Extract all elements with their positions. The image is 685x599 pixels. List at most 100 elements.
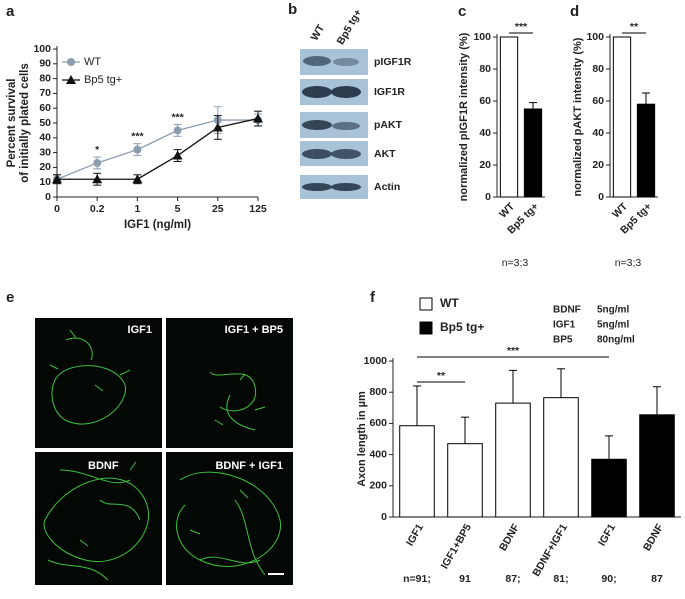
panel-label: e [6, 289, 14, 306]
x-tick-label: 125 [249, 203, 267, 215]
y-tick-label: 0 [485, 191, 491, 203]
y-tick-label: 0 [45, 191, 51, 203]
bar [399, 425, 435, 518]
series-line [57, 117, 259, 180]
significance: ** [630, 21, 639, 33]
x-tick-label: 1 [134, 203, 140, 215]
y-tick-label: 100 [586, 31, 604, 43]
blot-band [303, 56, 331, 66]
sample-size: n=91; [403, 573, 431, 585]
x-tick-label: BDNF [497, 521, 522, 553]
legend-swatch [419, 297, 433, 311]
marker [172, 150, 183, 160]
blot-row-label: AKT [374, 148, 396, 160]
x-tick-label: 0.2 [90, 203, 105, 215]
sample-size: 87; [505, 573, 520, 585]
panel-label: d [570, 3, 579, 20]
image-label: IGF1 [128, 324, 152, 336]
sample-size: n=3;3 [502, 257, 529, 269]
y-tick-label: 100 [33, 43, 51, 55]
blot-band [302, 183, 332, 191]
y-tick-label: 200 [369, 480, 387, 492]
y-tick-label: 40 [39, 132, 51, 144]
significance: *** [131, 131, 144, 143]
significance: *** [171, 111, 184, 123]
image-label: BDNF [88, 460, 119, 472]
y-tick-label: 20 [592, 159, 604, 171]
x-tick-label: IGF1 [596, 522, 618, 548]
blot-band [302, 120, 332, 130]
x-tick-label: IGF1 [404, 522, 426, 548]
y-tick-label: 0 [381, 511, 387, 523]
y-tick-label: 80 [479, 63, 491, 75]
y-tick-label: 90 [39, 58, 51, 70]
condition-label: 80ng/ml [597, 335, 635, 346]
y-tick-label: 1000 [364, 355, 388, 367]
legend-marker [67, 58, 75, 66]
legend-label: WT [440, 296, 459, 310]
micrograph [35, 318, 162, 448]
y-tick-label: 20 [39, 161, 51, 173]
legend-label: Bp5 tg+ [84, 74, 122, 86]
panel-label: f [370, 289, 376, 306]
x-tick-label: BDNF [641, 521, 666, 553]
condition-label: BDNF [553, 305, 581, 316]
axon [209, 371, 266, 431]
bar [499, 36, 519, 198]
marker [93, 158, 102, 167]
y-tick-label: 50 [39, 117, 51, 129]
panel-label: b [288, 1, 297, 18]
axon [49, 329, 131, 425]
marker [92, 174, 103, 184]
y-tick-label: 20 [479, 159, 491, 171]
x-axis-label: IGF1 (ng/ml) [124, 219, 191, 231]
y-axis-label: normalized pAKT intensity (%) [572, 37, 584, 196]
y-tick-label: 60 [479, 95, 491, 107]
blot-row-label: IGF1R [374, 86, 405, 98]
y-tick-label: 60 [592, 95, 604, 107]
y-tick-label: 10 [39, 176, 51, 188]
y-tick-label: 70 [39, 87, 51, 99]
condition-label: IGF1 [553, 320, 576, 331]
y-tick-label: 100 [473, 31, 491, 43]
sample-size: 90; [601, 573, 616, 585]
panel-label: c [458, 3, 466, 20]
y-tick-label: 80 [592, 63, 604, 75]
image-label: IGF1 + BP5 [225, 324, 283, 336]
legend-marker [66, 75, 76, 84]
marker [132, 174, 143, 184]
x-tick-label: BDNF+IGF1 [530, 522, 570, 579]
series-line [56, 119, 258, 180]
condition-label: 5ng/ml [597, 320, 629, 331]
micrograph [166, 452, 293, 585]
y-axis-label: Percent survival [6, 79, 18, 168]
significance: *** [507, 345, 520, 357]
y-tick-label: 30 [39, 146, 51, 158]
blot-band [331, 149, 361, 159]
panel-label: a [6, 3, 15, 20]
y-axis-label: normalized pIGF1R intensity (%) [458, 32, 470, 201]
condition-label: BP5 [553, 335, 573, 346]
bar [447, 443, 483, 518]
y-tick-label: 800 [369, 386, 387, 398]
bar [495, 402, 531, 518]
bar [639, 414, 675, 518]
y-tick-label: 0 [598, 191, 604, 203]
blot-row-label: Actin [374, 181, 400, 193]
micrograph [35, 452, 162, 585]
significance: *** [515, 21, 528, 33]
western-blot: WT Bp5 tg+ pIGF1R IGF1R pAKT AKT Actin [300, 7, 412, 199]
significance: * [95, 144, 100, 156]
blot-row-label: pAKT [374, 119, 403, 131]
blot-column-label: WT [309, 22, 328, 43]
marker [52, 174, 62, 184]
marker [173, 126, 182, 135]
sample-size: 81; [553, 573, 568, 585]
y-tick-label: 80 [39, 72, 51, 84]
legend-swatch [419, 321, 433, 335]
y-tick-label: 40 [592, 127, 604, 139]
condition-label: 5ng/ml [597, 305, 629, 316]
y-tick-label: 60 [39, 102, 51, 114]
marker [253, 113, 263, 123]
